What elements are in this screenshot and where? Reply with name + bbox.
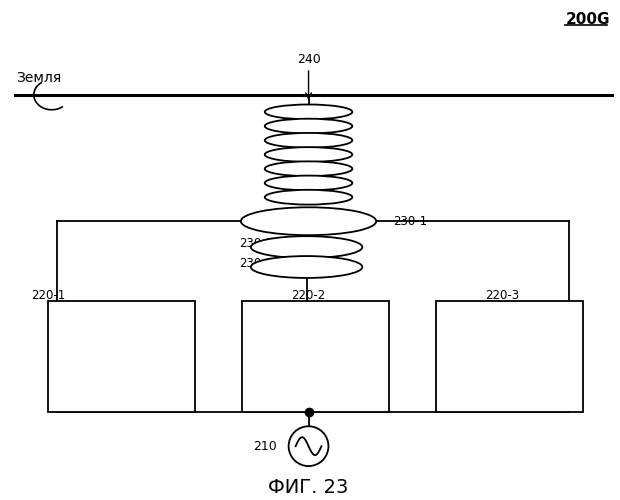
Text: 230-2: 230-2 [239, 256, 273, 270]
Ellipse shape [265, 133, 352, 148]
Text: Земля: Земля [16, 71, 61, 85]
Text: Формирователь
высокочастот-
ной энергии: Формирователь высокочастот- ной энергии [266, 333, 365, 380]
Text: 230-3: 230-3 [239, 236, 273, 250]
Ellipse shape [265, 147, 352, 162]
FancyBboxPatch shape [242, 301, 389, 412]
Ellipse shape [241, 208, 376, 235]
Ellipse shape [265, 176, 352, 190]
Text: 220-1: 220-1 [30, 290, 65, 302]
Text: 240: 240 [297, 54, 321, 66]
Text: Формирователь
высокочастот-
ной энергии: Формирователь высокочастот- ной энергии [72, 333, 171, 380]
Ellipse shape [265, 104, 352, 120]
Text: 230-1: 230-1 [393, 214, 427, 228]
Text: Формирователь
высокочастот-
ной энергии: Формирователь высокочастот- ной энергии [460, 333, 559, 380]
Text: 200G: 200G [565, 12, 610, 27]
Circle shape [289, 426, 329, 466]
Ellipse shape [251, 236, 362, 258]
Ellipse shape [265, 190, 352, 204]
FancyBboxPatch shape [436, 301, 583, 412]
Text: ФИГ. 23: ФИГ. 23 [268, 478, 348, 498]
FancyBboxPatch shape [48, 301, 195, 412]
Ellipse shape [265, 118, 352, 134]
Ellipse shape [251, 256, 362, 278]
Text: 220-3: 220-3 [485, 290, 520, 302]
Text: 220-2: 220-2 [291, 290, 326, 302]
Ellipse shape [265, 162, 352, 176]
Text: 210: 210 [253, 440, 277, 452]
